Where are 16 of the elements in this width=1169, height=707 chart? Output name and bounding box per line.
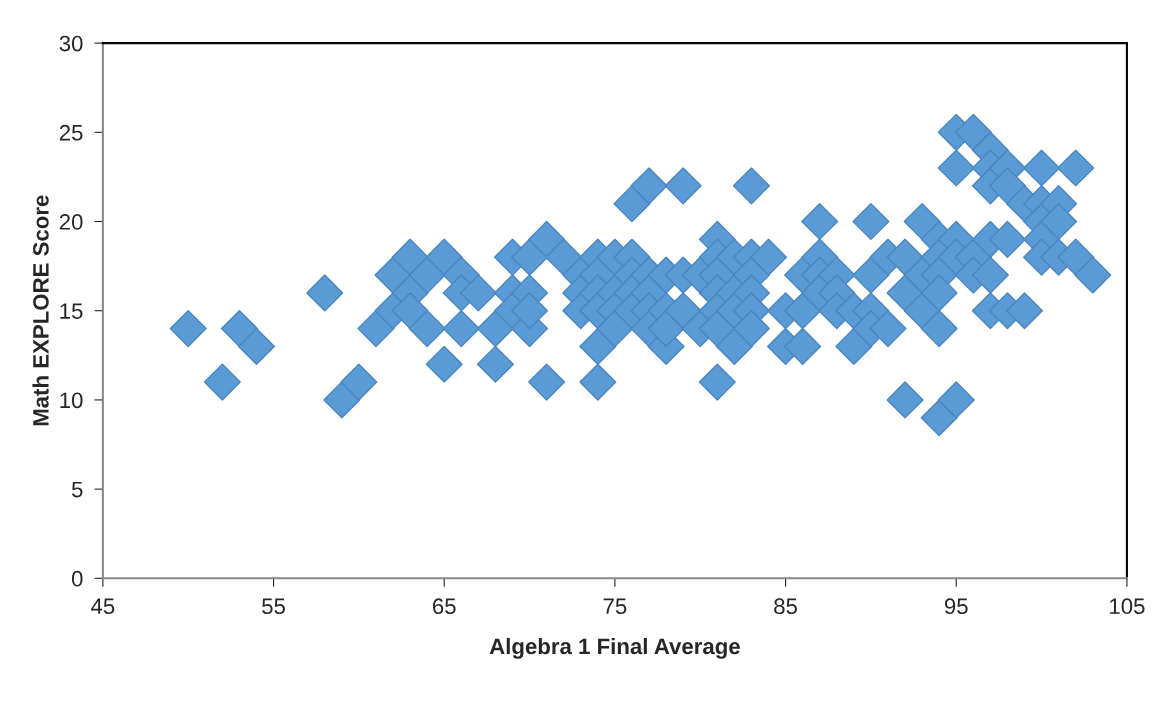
x-tick-label: 55 — [262, 598, 285, 615]
y-tick-label: 20 — [59, 214, 83, 230]
x-tick-label: 45 — [91, 598, 115, 615]
x-axis-title: Algebra 1 Final Average — [489, 637, 740, 659]
y-tick-label: 10 — [60, 392, 83, 409]
y-tick-label: 0 — [71, 570, 83, 587]
x-tick-label: 95 — [944, 598, 968, 615]
x-tick-label: 85 — [774, 598, 797, 615]
y-tick-label: 30 — [59, 35, 83, 52]
x-tick-label: 105 — [1110, 598, 1145, 615]
y-tick-label: 15 — [60, 303, 83, 319]
x-tick-label: 65 — [432, 598, 456, 615]
y-axis-title: Math EXPLORE Score — [32, 195, 49, 426]
y-tick-label: 5 — [71, 481, 83, 498]
x-tick-label: 75 — [603, 598, 627, 615]
y-tick-label: 25 — [59, 124, 83, 141]
